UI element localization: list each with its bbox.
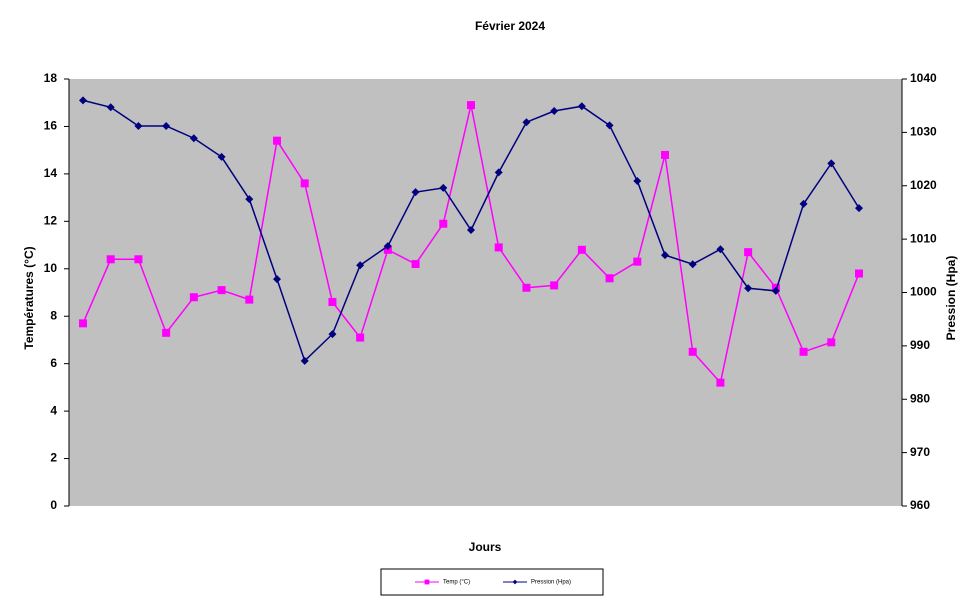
- y2-tick-label: 1040: [910, 71, 937, 85]
- data-point: [827, 338, 836, 347]
- data-point: [273, 136, 281, 145]
- data-point: [550, 107, 559, 116]
- data-point: [162, 121, 171, 130]
- data-point: [494, 168, 503, 177]
- y-tick-label: 2: [50, 451, 57, 465]
- data-point: [799, 347, 808, 356]
- y2-tick-label: 970: [910, 445, 930, 459]
- data-point: [411, 260, 420, 269]
- data-point: [605, 274, 614, 283]
- data-point: [134, 255, 143, 264]
- y-tick-label: 0: [50, 498, 57, 512]
- legend-label: Temp (°C): [443, 580, 470, 586]
- y-tick-label: 10: [44, 261, 58, 275]
- data-point: [855, 269, 863, 278]
- data-point: [633, 257, 642, 266]
- data-point: [771, 286, 780, 295]
- data-point: [633, 176, 642, 185]
- data-point: [827, 159, 836, 168]
- y2-axis-title: Pression (Hpa): [944, 256, 958, 341]
- data-point: [494, 243, 503, 252]
- y-tick-label: 12: [44, 214, 58, 228]
- data-point: [189, 134, 198, 143]
- data-point: [661, 251, 669, 260]
- x-axis-title: Jours: [469, 540, 502, 554]
- data-point: [522, 283, 531, 292]
- data-point: [79, 96, 87, 105]
- plot-area: [69, 79, 902, 506]
- y-tick-label: 14: [44, 166, 58, 180]
- legend-label: Pression (Hpa): [531, 580, 571, 586]
- y-tick-label: 18: [44, 71, 58, 85]
- data-point: [217, 152, 226, 161]
- data-point: [577, 102, 586, 111]
- data-point: [716, 378, 725, 387]
- data-point: [106, 103, 115, 112]
- data-point: [688, 347, 697, 356]
- data-point: [522, 118, 531, 127]
- data-point: [328, 297, 337, 306]
- chart-title: Février 2024: [475, 19, 545, 33]
- y2-tick-label: 960: [910, 498, 930, 512]
- data-point: [744, 284, 753, 293]
- y-tick-label: 4: [50, 403, 57, 417]
- data-point: [744, 248, 753, 257]
- data-point: [106, 255, 115, 264]
- y2-tick-label: 1010: [910, 231, 937, 245]
- data-point: [577, 245, 586, 254]
- y2-tick-label: 990: [910, 338, 930, 352]
- y2-tick-label: 1030: [910, 125, 937, 139]
- data-point: [467, 226, 475, 235]
- data-point: [716, 245, 725, 254]
- data-point: [411, 188, 420, 197]
- data-point: [245, 295, 254, 304]
- legend-marker: [512, 579, 518, 585]
- y2-tick-label: 1020: [910, 178, 937, 192]
- y2-tick-label: 980: [910, 391, 930, 405]
- data-point: [134, 121, 143, 130]
- data-point: [661, 150, 669, 159]
- data-point: [439, 219, 448, 228]
- y-tick-label: 16: [44, 119, 58, 133]
- y2-tick-label: 1000: [910, 285, 937, 299]
- y-tick-label: 6: [50, 356, 57, 370]
- data-point: [356, 261, 365, 270]
- data-point: [162, 328, 171, 337]
- y-axis-title: Températures (°C): [22, 246, 36, 349]
- data-point: [300, 356, 309, 365]
- data-point: [217, 286, 226, 295]
- data-point: [245, 195, 254, 204]
- data-point: [605, 121, 614, 130]
- data-point: [273, 275, 281, 284]
- legend-marker: [424, 579, 430, 585]
- data-point: [439, 183, 448, 192]
- data-point: [383, 242, 392, 251]
- data-point: [550, 281, 559, 290]
- data-point: [855, 204, 863, 213]
- data-point: [799, 199, 808, 208]
- data-point: [328, 330, 337, 339]
- data-point: [467, 101, 475, 110]
- data-point: [356, 333, 365, 342]
- y-tick-label: 8: [50, 308, 57, 322]
- data-point: [79, 319, 87, 328]
- data-point: [688, 260, 697, 269]
- data-point: [189, 293, 198, 302]
- data-point: [300, 179, 309, 188]
